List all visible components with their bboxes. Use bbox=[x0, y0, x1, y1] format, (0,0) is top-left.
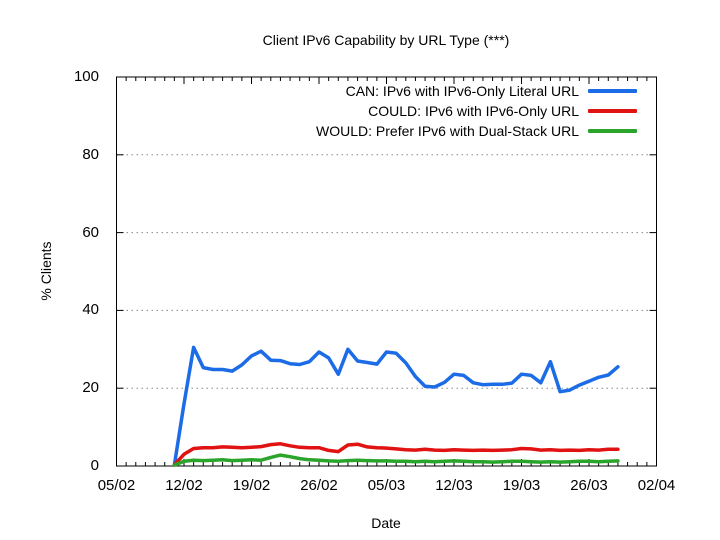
series-would-line bbox=[172, 453, 620, 467]
y-tick-label: 20 bbox=[82, 379, 99, 397]
legend-row-could: COULD: IPv6 with IPv6-Only URL bbox=[316, 101, 637, 121]
legend-label: COULD: IPv6 with IPv6-Only URL bbox=[368, 103, 579, 119]
legend-row-can: CAN: IPv6 with IPv6-Only Literal URL bbox=[316, 81, 637, 101]
legend-line-swatch bbox=[588, 109, 637, 113]
x-tick-label: 19/02 bbox=[232, 477, 271, 494]
legend-row-would: WOULD: Prefer IPv6 with Dual-Stack URL bbox=[316, 121, 637, 141]
x-axis-title: Date bbox=[371, 515, 401, 531]
legend-line-swatch bbox=[588, 89, 637, 93]
legend-line-swatch bbox=[588, 129, 637, 133]
x-tick-label: 19/03 bbox=[502, 477, 541, 494]
x-tick-label: 12/03 bbox=[435, 477, 473, 494]
series-can-line bbox=[172, 345, 620, 467]
x-tick-label: 12/02 bbox=[165, 477, 203, 494]
x-tick-label: 05/03 bbox=[367, 477, 406, 494]
x-tick-label: 02/04 bbox=[637, 477, 676, 494]
y-tick-label: 100 bbox=[73, 68, 99, 85]
chart-title: Client IPv6 Capability by URL Type (***) bbox=[262, 32, 510, 48]
legend-label: WOULD: Prefer IPv6 with Dual-Stack URL bbox=[316, 123, 579, 139]
y-tick-label: 40 bbox=[82, 301, 99, 319]
x-tick-label: 05/02 bbox=[97, 477, 136, 494]
series-could-line bbox=[172, 442, 620, 467]
y-tick-label: 0 bbox=[90, 457, 99, 474]
x-tick-label: 26/02 bbox=[300, 477, 338, 494]
y-tick-label: 80 bbox=[82, 145, 99, 163]
x-tick-label: 26/03 bbox=[570, 477, 608, 494]
legend-label: CAN: IPv6 with IPv6-Only Literal URL bbox=[345, 83, 579, 99]
legend: CAN: IPv6 with IPv6-Only Literal URL COUL… bbox=[316, 81, 637, 141]
y-tick-label: 60 bbox=[82, 223, 99, 241]
